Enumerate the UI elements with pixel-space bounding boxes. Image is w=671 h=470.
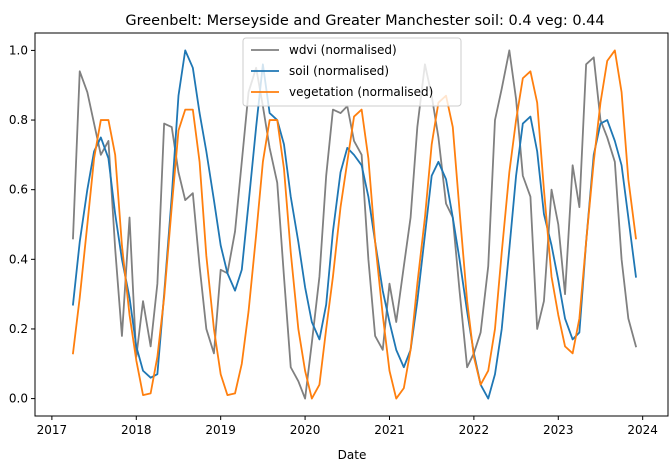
series-line-2 [71,49,637,400]
x-tick-label: 2023 [543,423,574,437]
series-lines [71,49,638,400]
y-tick-label: 0.4 [9,252,28,266]
x-tick-label: 2017 [37,423,68,437]
y-tick-label: 0.0 [9,392,28,406]
x-tick-label: 2021 [374,423,405,437]
legend: wdvi (normalised) soil (normalised) vegeta… [242,37,462,107]
x-tick-label: 2018 [121,423,152,437]
series-line-0 [72,49,638,400]
legend-label: soil (normalised) [289,64,389,78]
x-tick-label: 2024 [627,423,658,437]
y-tick-label: 0.2 [9,322,28,336]
legend-label: vegetation (normalised) [289,85,433,99]
x-tick-label: 2020 [290,423,321,437]
x-axis-label: Date [338,448,367,462]
x-tick-label: 2019 [205,423,236,437]
legend-label: wdvi (normalised) [289,43,397,57]
y-tick-label: 0.6 [9,183,28,197]
y-tick-label: 1.0 [9,43,28,57]
x-tick-label: 2022 [459,423,490,437]
legend-box [242,37,462,107]
axes: 2017 2018 2019 2020 2021 2022 2023 2024 0.0 0.2 0.… [9,32,669,437]
plot-frame [34,32,669,417]
y-tick-label: 0.8 [9,113,28,127]
chart-title: Greenbelt: Merseyside and Greater Manche… [125,13,604,29]
